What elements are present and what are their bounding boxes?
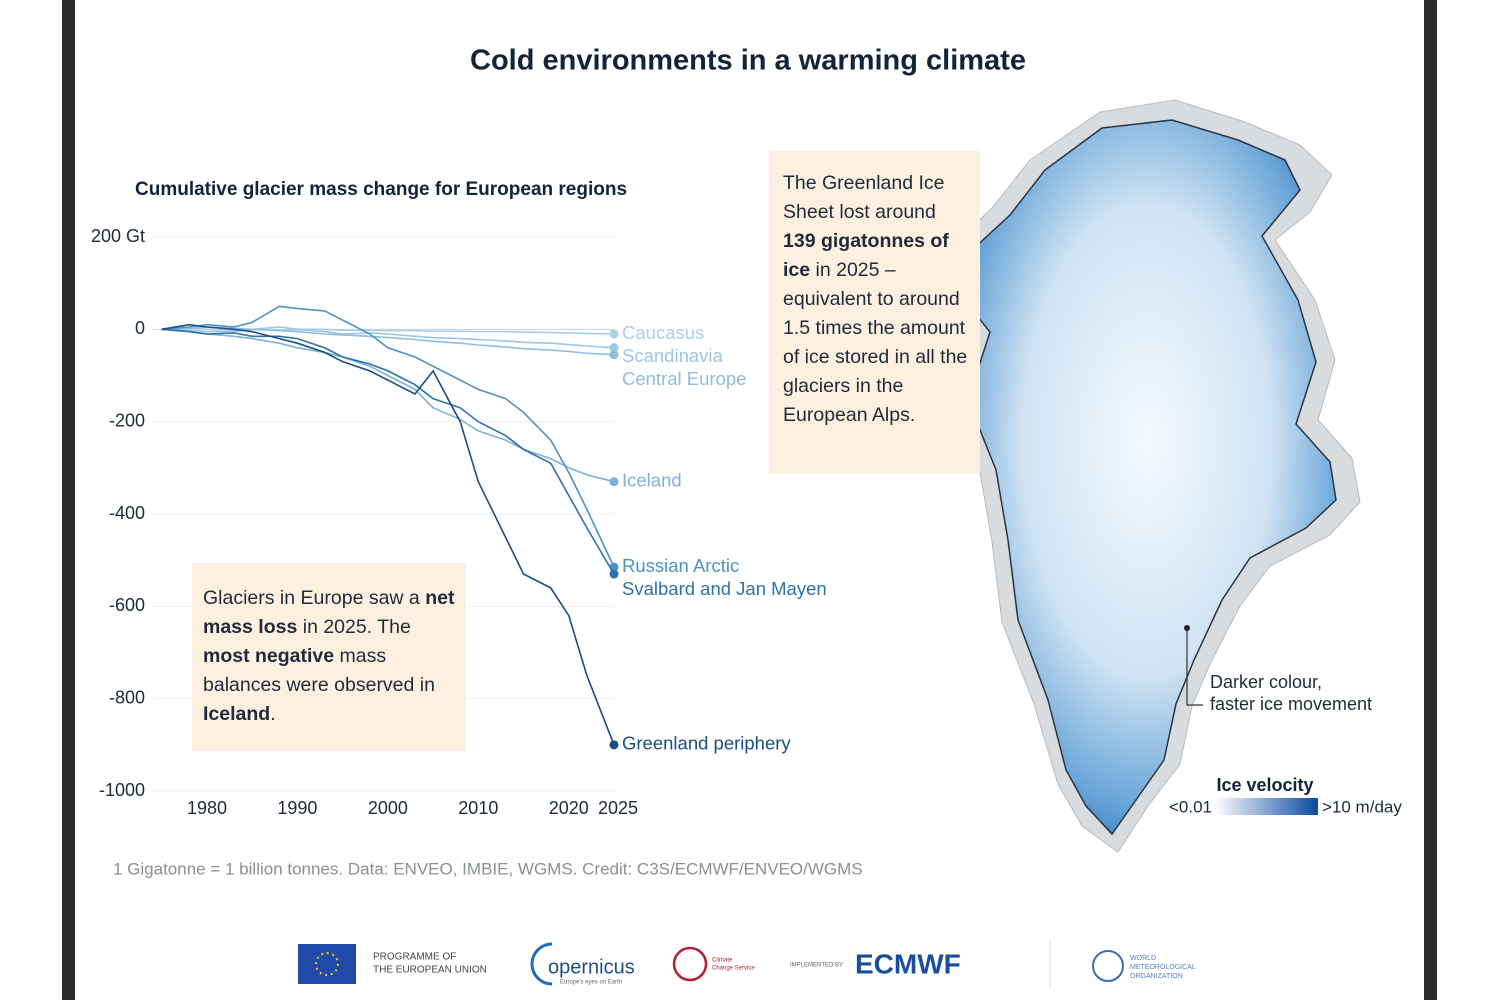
end-point	[609, 343, 619, 353]
page-title: Cold environments in a warming climate	[470, 45, 1026, 77]
end-point	[609, 329, 619, 339]
chart-title: Cumulative glacier mass change for Europ…	[135, 179, 627, 200]
x-tick-label: 1990	[277, 798, 317, 818]
legend-min: <0.01	[1169, 797, 1212, 816]
eu-stars	[315, 952, 339, 976]
logo-text: METEOROLOGICAL	[1130, 964, 1196, 971]
series-label: Caucasus	[622, 322, 704, 343]
copernicus-arc	[530, 942, 553, 986]
frame-right	[1424, 0, 1437, 1000]
x-tick-label: 2020	[549, 798, 589, 818]
logo-text: PROGRAMME OF	[373, 952, 456, 963]
end-point	[609, 569, 619, 579]
series-line	[161, 328, 615, 575]
annotation-text: in 2025 – equivalent to around 1.5 times…	[783, 259, 968, 426]
logo-text: WORLD	[1130, 955, 1156, 962]
series-label: Greenland periphery	[622, 733, 791, 754]
legend-max: >10 m/day	[1322, 797, 1402, 816]
annotation-text: mass balances were observed in	[203, 645, 435, 696]
legend-title: Ice velocity	[1216, 775, 1313, 795]
annotation-text: Iceland	[203, 703, 271, 725]
map-callout: Darker colour,	[1210, 672, 1322, 692]
logo-text: ORGANIZATION	[1130, 973, 1183, 980]
y-tick-label: -400	[109, 503, 145, 523]
logo-text: ECMWF	[855, 948, 961, 979]
end-point	[609, 740, 619, 750]
series-line	[161, 305, 615, 568]
logo-text: THE EUROPEAN UNION	[373, 965, 487, 976]
annotation-box: Glaciers in Europe saw a net mass loss i…	[192, 563, 466, 751]
end-point	[609, 350, 619, 360]
map-callout: faster ice movement	[1210, 694, 1372, 714]
y-tick-label: -200	[109, 410, 145, 430]
x-tick-label: 2010	[458, 798, 498, 818]
legend-gradient	[1215, 798, 1318, 815]
x-tick-label: 2025	[598, 798, 638, 818]
series-label: Iceland	[622, 470, 682, 491]
annotation-box: The Greenland Ice Sheet lost around 139 …	[769, 151, 980, 474]
logo-text: IMPLEMENTED BY	[790, 963, 843, 969]
series-label: Svalbard and Jan Mayen	[622, 578, 827, 599]
series-line	[161, 326, 615, 356]
annotation-text: net mass loss	[203, 587, 455, 638]
series-label: Scandinavia	[622, 345, 724, 366]
annotation-text: 139 gigatonnes of ice	[783, 230, 949, 281]
eu-flag	[298, 944, 356, 984]
annotation-text: The Greenland Ice Sheet lost around	[783, 172, 945, 223]
y-tick-label: 200 Gt	[91, 226, 145, 246]
y-tick-label: -800	[109, 687, 145, 707]
source-note: 1 Gigatonne = 1 billion tonnes. Data: EN…	[113, 859, 863, 878]
frame-left	[62, 0, 75, 1000]
wmo-logo	[1092, 950, 1124, 982]
annotation-text: in 2025. The	[297, 616, 411, 638]
series-line	[161, 328, 615, 483]
y-tick-label: -600	[109, 595, 145, 615]
logo-text: Climate	[712, 958, 733, 964]
logo-text: Change Service	[712, 966, 755, 972]
x-tick-label: 1980	[187, 798, 227, 818]
y-tick-label: 0	[135, 318, 145, 338]
callout-leader	[1186, 628, 1203, 706]
end-point	[609, 477, 619, 487]
series-label: Russian Arctic	[622, 555, 739, 576]
annotation-text: Glaciers in Europe saw a	[203, 587, 426, 609]
c3s-logo	[672, 946, 708, 982]
series-line	[161, 323, 615, 746]
x-tick-label: 2000	[368, 798, 408, 818]
y-tick-label: -1000	[99, 780, 145, 800]
callout-dot	[1184, 625, 1190, 631]
series-label: Central Europe	[622, 368, 746, 389]
logo-text: opernicus	[548, 956, 635, 978]
annotation-text: most negative	[203, 645, 335, 667]
annotation-text: .	[270, 703, 276, 725]
logo-text: Europe's eyes on Earth	[560, 980, 622, 986]
